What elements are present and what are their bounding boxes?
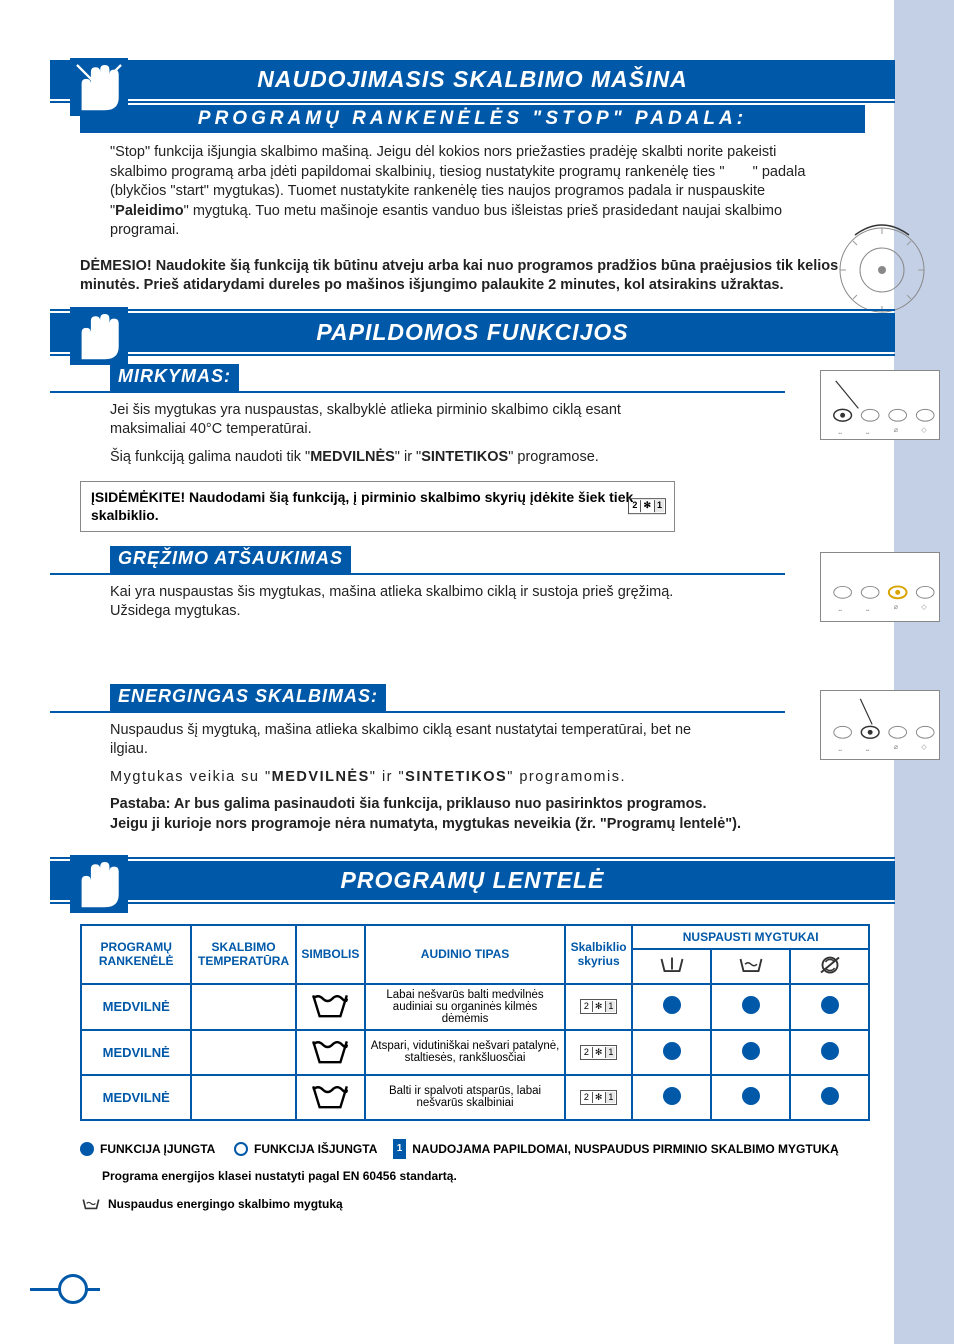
svg-text:◇: ◇ — [921, 744, 927, 751]
section1-title: NAUDOJIMASIS SKALBIMO MAŠINA — [50, 60, 895, 99]
button-panel-illustration: ⎵ ⎵ ⌀ ◇ — [820, 690, 940, 760]
wash-basin-icon — [310, 1080, 350, 1112]
dot-filled-icon — [821, 1087, 839, 1105]
energy-p2: Mygtukas veikia su "MEDVILNĖS" ir "SINTE… — [50, 768, 895, 796]
soak-icon — [657, 954, 687, 976]
section1-paragraph: "Stop" funkcija išjungia skalbimo mašiną… — [50, 139, 895, 249]
legend: FUNKCIJA ĮJUNGTA FUNKCIJA IŠJUNGTA 1 NAU… — [80, 1139, 895, 1216]
spin-p1: Kai yra nuspaustas šis mygtukas, mašina … — [50, 579, 895, 630]
dot-filled-icon — [663, 996, 681, 1014]
button-panel-illustration: ⎵ ⎵ ⌀ ◇ — [820, 552, 940, 622]
soak-p1: Jei šis mygtukas yra nuspaustas, skalbyk… — [50, 397, 895, 448]
dot-filled-icon — [80, 1142, 94, 1156]
energy-icon — [736, 954, 766, 976]
legend-extra: NAUDOJAMA PAPILDOMAI, NUSPAUDUS PIRMINIO… — [412, 1139, 838, 1161]
wash-basin-icon — [310, 1035, 350, 1067]
svg-text:◇: ◇ — [921, 426, 927, 433]
hand-icon — [70, 307, 128, 365]
section2-title: PAPILDOMOS FUNKCIJOS — [50, 313, 895, 352]
svg-text:⎵: ⎵ — [866, 604, 869, 611]
svg-text:⌀: ⌀ — [894, 604, 898, 611]
spin-label: GRĘŽIMO ATŠAUKIMAS — [110, 546, 351, 573]
legend-standard: Programa energijos klasei nustatyti paga… — [102, 1166, 895, 1188]
one-badge: 1 — [393, 1139, 407, 1159]
soak-p2: Šią funkciją galima naudoti tik "MEDVILN… — [50, 448, 895, 476]
svg-text:⌀: ⌀ — [894, 744, 898, 751]
page-content: NAUDOJIMASIS SKALBIMO MAŠINA PROGRAMŲ RA… — [50, 0, 895, 1215]
svg-text:⎵: ⎵ — [839, 744, 842, 751]
svg-text:⎵: ⎵ — [839, 604, 842, 611]
dot-empty-icon — [234, 1142, 248, 1156]
section1-warning: DĖMESIO! Naudokite šią funkciją tik būti… — [50, 249, 895, 303]
energy-label: ENERGINGAS SKALBIMAS: — [110, 684, 386, 711]
dot-filled-icon — [663, 1042, 681, 1060]
section1-subtitle: PROGRAMŲ RANKENĖLĖS "STOP" PADALA: — [80, 105, 865, 133]
page-number-badge — [58, 1274, 88, 1304]
table-row: MEDVILNĖ Atspari, vidutiniškai nešvari p… — [81, 1030, 869, 1075]
right-color-band — [894, 0, 954, 1344]
nospin-icon — [815, 954, 845, 976]
dot-filled-icon — [742, 1087, 760, 1105]
legend-off: FUNKCIJA IŠJUNGTA — [254, 1139, 377, 1161]
table-row: MEDVILNĖ Balti ir spalvoti atsparūs, lab… — [81, 1075, 869, 1120]
dot-filled-icon — [742, 1042, 760, 1060]
svg-text:⌀: ⌀ — [894, 426, 898, 433]
energy-note: Pastaba: Ar bus galima pasinaudoti šia f… — [50, 795, 895, 842]
soak-note: ĮSIDĖMĖKITE! Naudodami šią funkciją, į p… — [80, 481, 675, 531]
legend-on: FUNKCIJA ĮJUNGTA — [100, 1139, 215, 1161]
wash-basin-icon — [310, 989, 350, 1021]
svg-text:⎵: ⎵ — [866, 744, 869, 751]
energy-icon — [80, 1196, 102, 1212]
dot-filled-icon — [821, 996, 839, 1014]
table-row: MEDVILNĖ Labai nešvarūs balti medvilnės … — [81, 984, 869, 1030]
hand-icon — [70, 58, 128, 116]
svg-text:⎵: ⎵ — [839, 426, 842, 433]
dot-filled-icon — [821, 1042, 839, 1060]
button-panel-illustration: ⎵ ⎵ ⌀ ◇ — [820, 370, 940, 440]
program-table: PROGRAMŲRANKENĖLĖ SKALBIMOTEMPERATŪRA SI… — [80, 924, 870, 1121]
energy-p1: Nuspaudus šį mygtuką, mašina atlieka ska… — [50, 717, 895, 768]
svg-text:◇: ◇ — [921, 604, 927, 611]
soak-label: MIRKYMAS: — [110, 364, 239, 391]
hand-icon — [70, 855, 128, 913]
section3-title: PROGRAMŲ LENTELĖ — [50, 861, 895, 900]
svg-text:⎵: ⎵ — [866, 426, 869, 433]
dot-filled-icon — [663, 1087, 681, 1105]
legend-energetic: Nuspaudus energingo skalbimo mygtuką — [108, 1194, 343, 1216]
dot-filled-icon — [742, 996, 760, 1014]
